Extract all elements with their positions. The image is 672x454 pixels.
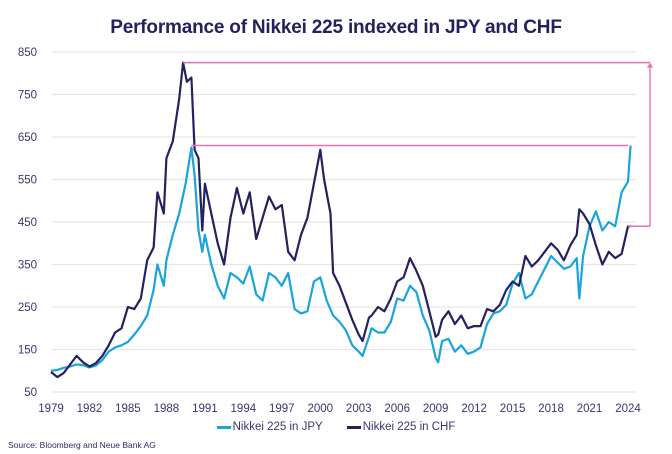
y-tick-label: 150 <box>18 345 37 357</box>
legend-label-jpy: Nikkei 225 in JPY <box>232 421 323 433</box>
x-tick-label: 2000 <box>307 403 333 415</box>
source-note: Source: Bloomberg and Neue Bank AG <box>8 440 156 450</box>
series-lines <box>50 61 632 379</box>
x-tick-label: 2006 <box>384 403 410 415</box>
y-tick-label: 350 <box>18 260 37 272</box>
series-line-jpy <box>50 145 632 372</box>
grid-lines <box>52 51 636 393</box>
x-tick-label: 2024 <box>615 403 641 415</box>
x-tick-label: 2015 <box>500 403 526 415</box>
arrow-head-icon <box>647 62 653 68</box>
x-tick-label: 2009 <box>423 403 449 415</box>
x-tick-label: 1985 <box>115 403 141 415</box>
x-tick-label: 2018 <box>538 403 564 415</box>
x-tick-label: 1979 <box>38 403 64 415</box>
x-tick-label: 1982 <box>77 403 103 415</box>
y-tick-label: 50 <box>24 387 37 399</box>
legend-item-chf[interactable]: Nikkei 225 in CHF <box>346 421 456 433</box>
legend: Nikkei 225 in JPY Nikkei 225 in CHF <box>0 421 672 433</box>
annotations <box>183 61 653 227</box>
x-tick-label: 2012 <box>461 403 487 415</box>
legend-swatch-chf <box>346 425 361 429</box>
y-axis: 850 750 650 550 450 350 250 150 50 <box>18 47 37 399</box>
y-tick-label: 750 <box>18 90 37 102</box>
y-tick-label: 450 <box>18 217 37 229</box>
series-line-chf <box>50 61 631 379</box>
x-tick-label: 2003 <box>346 403 372 415</box>
x-tick-label: 1994 <box>231 403 257 415</box>
y-tick-label: 250 <box>18 302 37 314</box>
x-tick-label: 2021 <box>577 403 603 415</box>
x-axis: 1979 1982 1985 1988 1991 1994 1997 2000 2003 2006… <box>38 403 641 415</box>
y-tick-label: 850 <box>18 47 37 59</box>
legend-label-chf: Nikkei 225 in CHF <box>362 421 456 433</box>
legend-swatch-jpy <box>216 425 231 429</box>
x-tick-label: 1991 <box>192 403 218 415</box>
chart-title: Performance of Nikkei 225 indexed in JPY… <box>110 17 562 38</box>
x-tick-label: 1988 <box>154 403 180 415</box>
y-tick-label: 550 <box>18 175 37 187</box>
legend-item-jpy[interactable]: Nikkei 225 in JPY <box>216 421 323 433</box>
y-tick-label: 650 <box>18 132 37 144</box>
x-tick-label: 1997 <box>269 403 295 415</box>
